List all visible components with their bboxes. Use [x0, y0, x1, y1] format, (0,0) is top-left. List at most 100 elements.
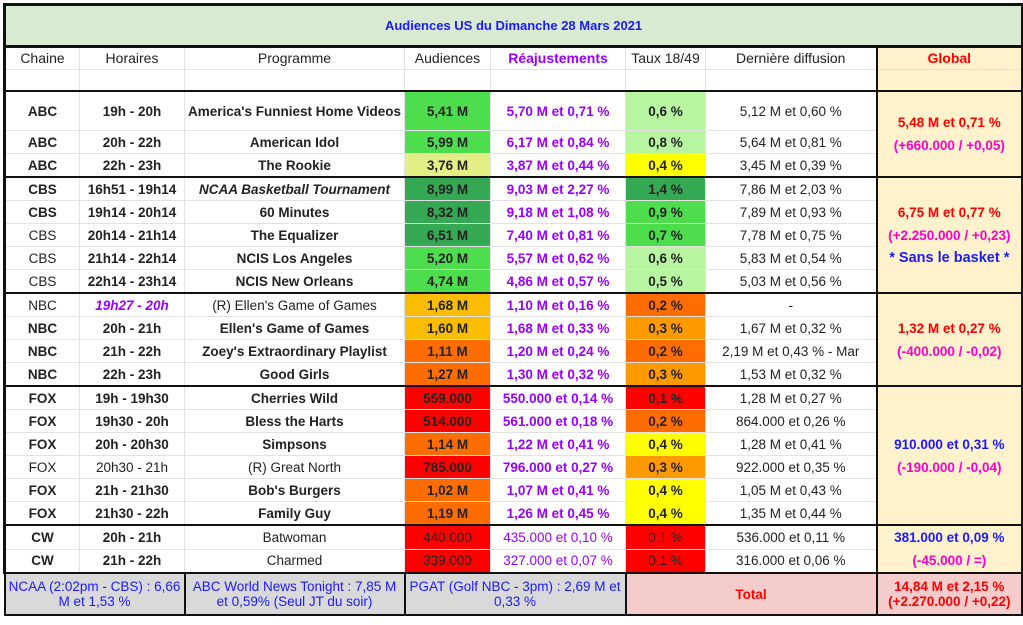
adjustment-cell: 5,57 M et 0,62 % [490, 246, 626, 270]
program-cell: Bob's Burgers [184, 478, 405, 502]
channel-cell: ABC [3, 153, 80, 178]
last-airing-cell: 5,12 M et 0,60 % [705, 90, 877, 131]
program-cell: NCAA Basketball Tournament [184, 176, 405, 201]
table-row: FOX 20h30 - 21h (R) Great North 785.000 796.… [3, 455, 1023, 479]
adjustment-cell: 3,87 M et 0,44 % [490, 153, 626, 178]
header-taux: Taux 18/49 [625, 46, 706, 70]
header-audiences: Audiences [404, 46, 491, 70]
audience-cell: 785.000 [404, 455, 491, 479]
channel-cell: CW [3, 548, 80, 574]
header-reajustements: Réajustements [490, 46, 626, 70]
global-delta: (-400.000 / -0,02) [897, 343, 1002, 359]
channel-cell: FOX [3, 385, 80, 410]
program-cell: America's Funniest Home Videos [184, 90, 405, 131]
program-cell: (R) Great North [184, 455, 405, 479]
channel-cell: ABC [3, 130, 80, 154]
audience-cell: 3,76 M [404, 153, 491, 178]
program-cell: The Rookie [184, 153, 405, 178]
time-cell: 20h - 21h [79, 524, 185, 550]
last-airing-cell: 864.000 et 0,26 % [705, 409, 877, 433]
footer-total-label: Total [624, 572, 878, 616]
time-cell: 16h51 - 19h14 [79, 176, 185, 201]
footer-abc-news: ABC World News Tonight : 7,85 M et 0,59%… [183, 572, 406, 616]
table-row: CBS 22h14 - 23h14 NCIS New Orleans 4,74 M 4,… [3, 269, 1023, 294]
last-airing-cell: 1,35 M et 0,44 % [705, 501, 877, 526]
last-airing-cell: 1,28 M et 0,41 % [705, 432, 877, 456]
global-cell: 6,75 M et 0,77 % (+2.250.000 / +0,23) * Sa… [875, 176, 1023, 294]
audience-cell: 5,20 M [404, 246, 491, 270]
header-programme: Programme [184, 46, 405, 70]
adjustment-cell: 1,10 M et 0,16 % [490, 292, 626, 317]
blank-cell [79, 69, 185, 92]
header-chaine: Chaine [3, 46, 80, 70]
adjustment-cell: 6,17 M et 0,84 % [490, 130, 626, 154]
channel-cell: CBS [3, 176, 80, 201]
program-cell: Charmed [184, 548, 405, 574]
audience-cell: 339.000 [404, 548, 491, 574]
table-row: FOX 19h30 - 20h Bless the Harts 514.000 561.… [3, 409, 1023, 433]
global-note: * Sans le basket * [889, 249, 1010, 266]
table-row: ABC 22h - 23h The Rookie 3,76 M 3,87 M et 0,… [3, 153, 1023, 178]
channel-cell: FOX [3, 455, 80, 479]
rating-1849-cell: 0,1 % [625, 385, 706, 410]
channel-cell: FOX [3, 432, 80, 456]
table-row: CBS 20h14 - 21h14 The Equalizer 6,51 M 7,40 … [3, 223, 1023, 247]
audience-cell: 440.000 [404, 524, 491, 550]
time-cell: 21h - 22h [79, 339, 185, 363]
audience-cell: 1,19 M [404, 501, 491, 526]
last-airing-cell: 1,53 M et 0,32 % [705, 362, 877, 387]
rating-1849-cell: 0,4 % [625, 478, 706, 502]
channel-cell: FOX [3, 501, 80, 526]
time-cell: 20h - 22h [79, 130, 185, 154]
last-airing-cell: 7,86 M et 2,03 % [705, 176, 877, 201]
audience-cell: 8,32 M [404, 200, 491, 224]
audience-cell: 5,99 M [404, 130, 491, 154]
total-value: 14,84 M et 2,15 % [894, 579, 1005, 594]
channel-cell: CBS [3, 200, 80, 224]
time-cell: 22h14 - 23h14 [79, 269, 185, 294]
last-airing-cell: 7,89 M et 0,93 % [705, 200, 877, 224]
rating-1849-cell: 1,4 % [625, 176, 706, 201]
table-row: FOX 20h - 20h30 Simpsons 1,14 M 1,22 M et 0,… [3, 432, 1023, 456]
blank-cell [404, 69, 491, 92]
global-cell: 1,32 M et 0,27 % (-400.000 / -0,02) [875, 292, 1023, 387]
rating-1849-cell: 0,2 % [625, 292, 706, 317]
table-title: Audiences US du Dimanche 28 Mars 2021 [2, 3, 1023, 48]
last-airing-cell: 536.000 et 0,11 % [705, 524, 877, 550]
blank-cell [490, 69, 626, 92]
channel-cell: ABC [3, 90, 80, 131]
adjustment-cell: 4,86 M et 0,57 % [490, 269, 626, 294]
program-cell: Cherries Wild [184, 385, 405, 410]
time-cell: 19h - 19h30 [79, 385, 185, 410]
last-airing-cell: 5,83 M et 0,54 % [705, 246, 877, 270]
audience-cell: 1,02 M [404, 478, 491, 502]
channel-cell: NBC [3, 339, 80, 363]
channel-cell: NBC [3, 316, 80, 340]
rating-1849-cell: 0,3 % [625, 455, 706, 479]
rating-1849-cell: 0,1 % [625, 524, 706, 550]
time-cell: 21h - 21h30 [79, 478, 185, 502]
time-cell: 19h14 - 20h14 [79, 200, 185, 224]
rating-1849-cell: 0,2 % [625, 409, 706, 433]
rating-1849-cell: 0,7 % [625, 223, 706, 247]
global-cell: 5,48 M et 0,71 % (+660.000 / +0,05) [875, 90, 1023, 178]
time-cell: 21h30 - 22h [79, 501, 185, 526]
last-airing-cell: 5,64 M et 0,81 % [705, 130, 877, 154]
time-cell: 22h - 23h [79, 362, 185, 387]
program-cell: Zoey's Extraordinary Playlist [184, 339, 405, 363]
global-value: 5,48 M et 0,71 % [897, 115, 1001, 130]
audience-cell: 5,41 M [404, 90, 491, 131]
adjustment-cell: 327.000 et 0,07 % [490, 548, 626, 574]
program-cell: (R) Ellen's Game of Games [184, 292, 405, 317]
adjustment-cell: 1,07 M et 0,41 % [490, 478, 626, 502]
table-row: CBS 16h51 - 19h14 NCAA Basketball Tourname… [3, 176, 1023, 294]
time-cell: 21h - 22h [79, 548, 185, 574]
last-airing-cell: 1,05 M et 0,43 % [705, 478, 877, 502]
global-delta: (-45.000 / =) [912, 553, 987, 568]
blank-cell [875, 69, 1023, 92]
adjustment-cell: 550.000 et 0,14 % [490, 385, 626, 410]
time-cell: 22h - 23h [79, 153, 185, 178]
rating-1849-cell: 0,2 % [625, 339, 706, 363]
global-delta: (+2.250.000 / +0,23) [888, 227, 1011, 243]
rating-1849-cell: 0,6 % [625, 246, 706, 270]
